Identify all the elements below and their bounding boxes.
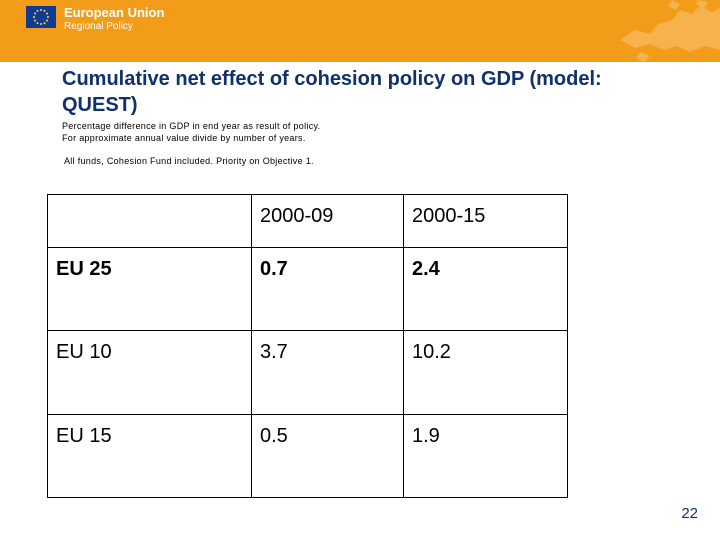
- note-line-1: Percentage difference in GDP in end year…: [62, 121, 321, 131]
- gdp-effect-table: 2000-09 2000-15 EU 25 0.7 2.4 EU 10 3.7 …: [47, 194, 568, 499]
- row-value-2000-09: 0.5: [251, 413, 404, 499]
- row-value-2000-09: 3.7: [251, 330, 404, 415]
- row-value-2000-15: 2.4: [403, 246, 568, 332]
- row-value-2000-15: 1.9: [403, 413, 568, 499]
- slide-title: Cumulative net effect of cohesion policy…: [62, 68, 602, 116]
- header-cell-2000-09: 2000-09: [251, 194, 404, 248]
- note-line-3: All funds, Cohesion Fund included. Prior…: [64, 156, 314, 166]
- table-row: EU 25 0.7 2.4: [47, 246, 568, 332]
- brand-title: European Union: [64, 5, 165, 20]
- header-cell-empty: [47, 194, 252, 248]
- table-row: EU 10 3.7 10.2: [47, 330, 568, 415]
- table-row: EU 15 0.5 1.9: [47, 413, 568, 499]
- eu-flag-icon: [26, 6, 56, 28]
- europe-map-icon: [620, 0, 720, 62]
- row-label: EU 25: [47, 246, 252, 332]
- row-label: EU 15: [47, 413, 252, 499]
- header-banner: European Union Regional Policy: [0, 0, 720, 62]
- note-line-2: For approximate annual value divide by n…: [62, 133, 306, 143]
- page-number: 22: [681, 505, 698, 522]
- row-value-2000-15: 10.2: [403, 330, 568, 415]
- row-value-2000-09: 0.7: [251, 246, 404, 332]
- row-label: EU 10: [47, 330, 252, 415]
- header-cell-2000-15: 2000-15: [403, 194, 568, 248]
- table-header-row: 2000-09 2000-15: [47, 194, 568, 248]
- brand-subtitle: Regional Policy: [64, 21, 133, 32]
